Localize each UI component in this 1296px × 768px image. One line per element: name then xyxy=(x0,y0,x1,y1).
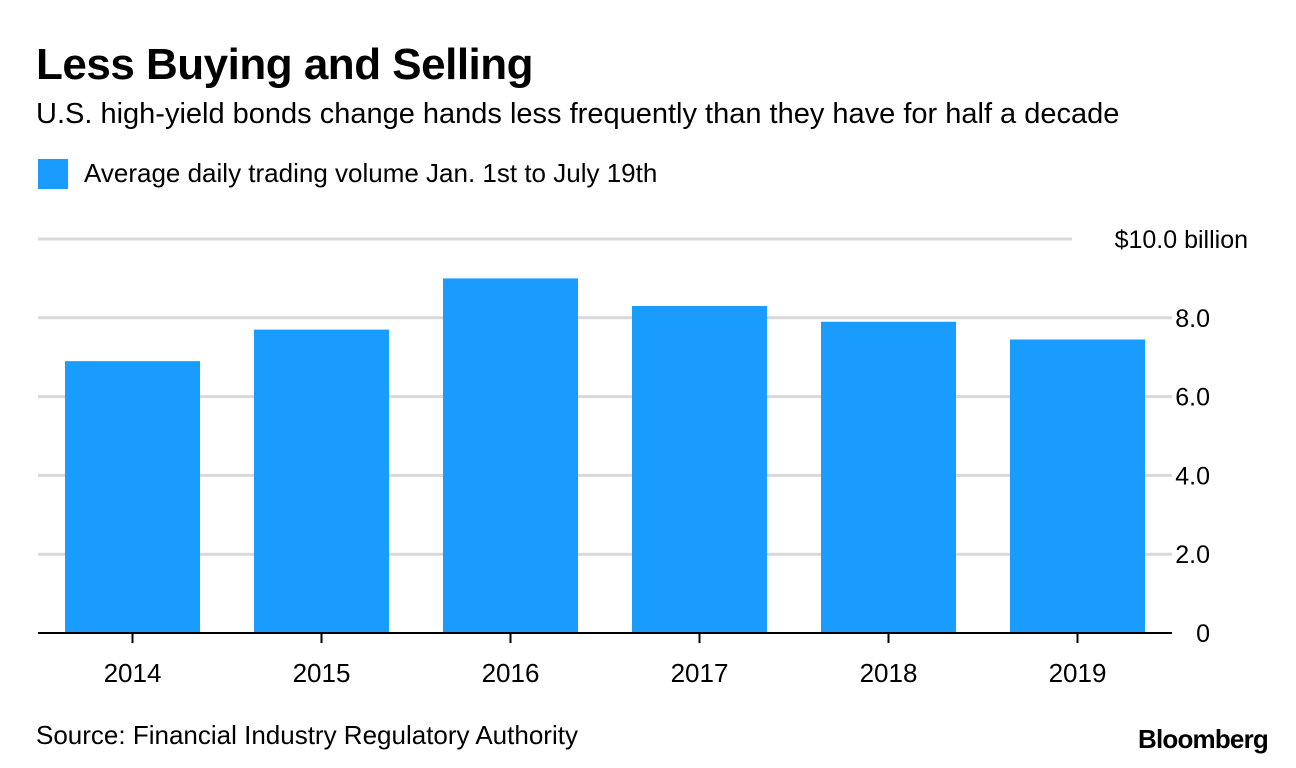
x-tick-label: 2019 xyxy=(1049,658,1107,688)
source-note: Source: Financial Industry Regulatory Au… xyxy=(36,720,578,750)
chart-title: Less Buying and Selling xyxy=(36,40,534,89)
y-tick-label: $10.0 billion xyxy=(1115,226,1248,254)
x-tick-label: 2017 xyxy=(671,658,729,688)
y-tick-label: 0 xyxy=(1196,620,1210,648)
legend: Average daily trading volume Jan. 1st to… xyxy=(38,158,657,189)
x-tick-label: 2018 xyxy=(860,658,918,688)
bar-2015 xyxy=(254,329,389,633)
x-tick-label: 2015 xyxy=(293,658,351,688)
y-tick-label: 6.0 xyxy=(1175,384,1210,412)
legend-swatch xyxy=(38,158,68,189)
y-tick-label: 2.0 xyxy=(1175,541,1210,569)
bar-2018 xyxy=(821,321,956,633)
bar-2016 xyxy=(443,278,578,633)
x-tick-label: 2016 xyxy=(482,658,540,688)
bar-2014 xyxy=(65,361,200,633)
x-tick-label: 2014 xyxy=(104,658,162,688)
legend-label: Average daily trading volume Jan. 1st to… xyxy=(84,158,658,188)
bar-2017 xyxy=(632,305,767,633)
y-tick-label: 8.0 xyxy=(1175,305,1210,333)
chart-subtitle: U.S. high-yield bonds change hands less … xyxy=(36,98,1120,130)
bar-2019 xyxy=(1010,339,1145,633)
bloomberg-logo: Bloomberg xyxy=(1137,724,1269,754)
y-tick-label: 4.0 xyxy=(1175,462,1210,490)
